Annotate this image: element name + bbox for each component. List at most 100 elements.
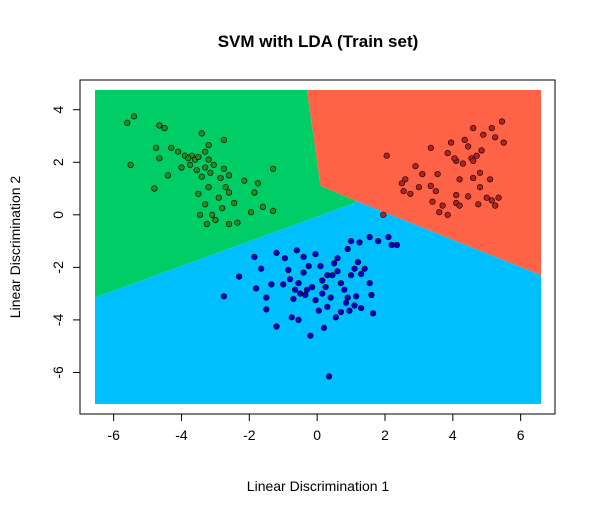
point-1-6 [461, 136, 468, 143]
point-0-48 [193, 167, 200, 174]
point-2-27 [324, 303, 331, 310]
point-0-20 [205, 156, 212, 163]
point-1-32 [476, 169, 484, 176]
point-2-16 [297, 290, 304, 297]
point-2-40 [353, 293, 360, 300]
point-1-42 [383, 152, 390, 159]
point-0-41 [247, 209, 255, 216]
point-1-25 [439, 202, 446, 209]
point-2-59 [292, 286, 299, 293]
x-tick-label: 0 [313, 427, 321, 443]
decision-regions [95, 90, 541, 404]
point-2-31 [337, 280, 345, 287]
point-1-7 [473, 152, 480, 159]
point-0-37 [234, 219, 241, 226]
point-1-18 [400, 188, 407, 195]
x-axis-label: Linear Discrimination 1 [247, 478, 390, 494]
point-1-16 [402, 176, 409, 183]
point-1-5 [470, 125, 477, 132]
point-2-56 [305, 263, 312, 270]
point-0-26 [202, 201, 209, 208]
point-1-41 [470, 157, 477, 164]
point-0-18 [205, 142, 212, 149]
point-0-50 [203, 220, 210, 228]
point-2-11 [280, 281, 287, 288]
point-0-19 [202, 148, 209, 155]
point-0-44 [225, 220, 233, 228]
point-0-22 [210, 161, 217, 168]
point-2-1 [236, 273, 243, 280]
point-2-48 [393, 241, 401, 249]
point-2-50 [325, 373, 333, 380]
point-2-13 [300, 253, 307, 260]
y-tick-label: -6 [50, 366, 66, 379]
point-2-46 [385, 234, 392, 241]
point-2-7 [268, 281, 275, 288]
point-1-21 [427, 182, 434, 189]
point-2-26 [312, 297, 319, 304]
point-0-1 [130, 113, 138, 120]
point-1-35 [488, 197, 495, 204]
point-2-15 [295, 280, 302, 287]
point-1-45 [456, 202, 463, 209]
x-tick-label: -2 [243, 427, 256, 443]
point-0-51 [270, 165, 277, 172]
y-axis-label: Linear Discrimination 2 [7, 176, 23, 319]
point-1-40 [465, 143, 472, 150]
point-1-13 [434, 171, 441, 178]
point-0-35 [225, 189, 233, 196]
point-2-65 [342, 299, 350, 306]
point-0-43 [270, 207, 277, 214]
point-0-7 [151, 185, 158, 192]
point-2-68 [324, 272, 331, 279]
point-1-17 [398, 180, 406, 187]
point-0-27 [208, 211, 216, 218]
chart-title: SVM with LDA (Train set) [218, 32, 419, 51]
point-0-9 [168, 144, 175, 151]
point-2-42 [358, 305, 365, 312]
point-2-69 [312, 251, 319, 258]
point-2-19 [288, 314, 295, 321]
point-0-0 [124, 119, 131, 126]
point-2-39 [366, 280, 373, 287]
point-0-21 [207, 169, 214, 176]
point-0-32 [215, 194, 222, 201]
point-2-54 [317, 263, 324, 270]
point-1-2 [500, 139, 507, 146]
point-0-29 [220, 165, 227, 172]
point-0-17 [202, 164, 209, 171]
point-2-20 [295, 316, 302, 324]
point-2-51 [337, 308, 345, 316]
point-0-31 [222, 184, 229, 191]
point-2-63 [251, 253, 258, 260]
point-0-42 [259, 203, 267, 210]
point-1-19 [407, 190, 414, 197]
point-0-28 [217, 174, 224, 182]
point-2-29 [329, 272, 336, 279]
point-2-43 [368, 291, 375, 299]
point-2-67 [348, 238, 355, 245]
point-2-21 [307, 332, 314, 339]
point-2-4 [263, 294, 270, 301]
point-2-64 [370, 310, 377, 317]
point-2-32 [341, 286, 348, 293]
point-1-20 [419, 171, 426, 178]
point-2-60 [302, 291, 309, 299]
point-2-8 [273, 249, 280, 256]
point-2-28 [327, 294, 334, 301]
point-1-46 [451, 155, 458, 162]
point-2-37 [358, 270, 365, 278]
point-1-1 [492, 134, 499, 141]
point-0-12 [186, 161, 194, 168]
point-1-36 [492, 202, 499, 209]
point-0-2 [127, 161, 134, 168]
point-0-6 [156, 155, 163, 162]
point-0-4 [161, 125, 168, 132]
point-2-25 [319, 290, 326, 297]
x-tick-label: 6 [517, 427, 525, 443]
point-0-34 [212, 217, 219, 224]
point-0-33 [219, 205, 226, 212]
point-2-47 [388, 241, 395, 249]
point-0-25 [195, 190, 202, 197]
